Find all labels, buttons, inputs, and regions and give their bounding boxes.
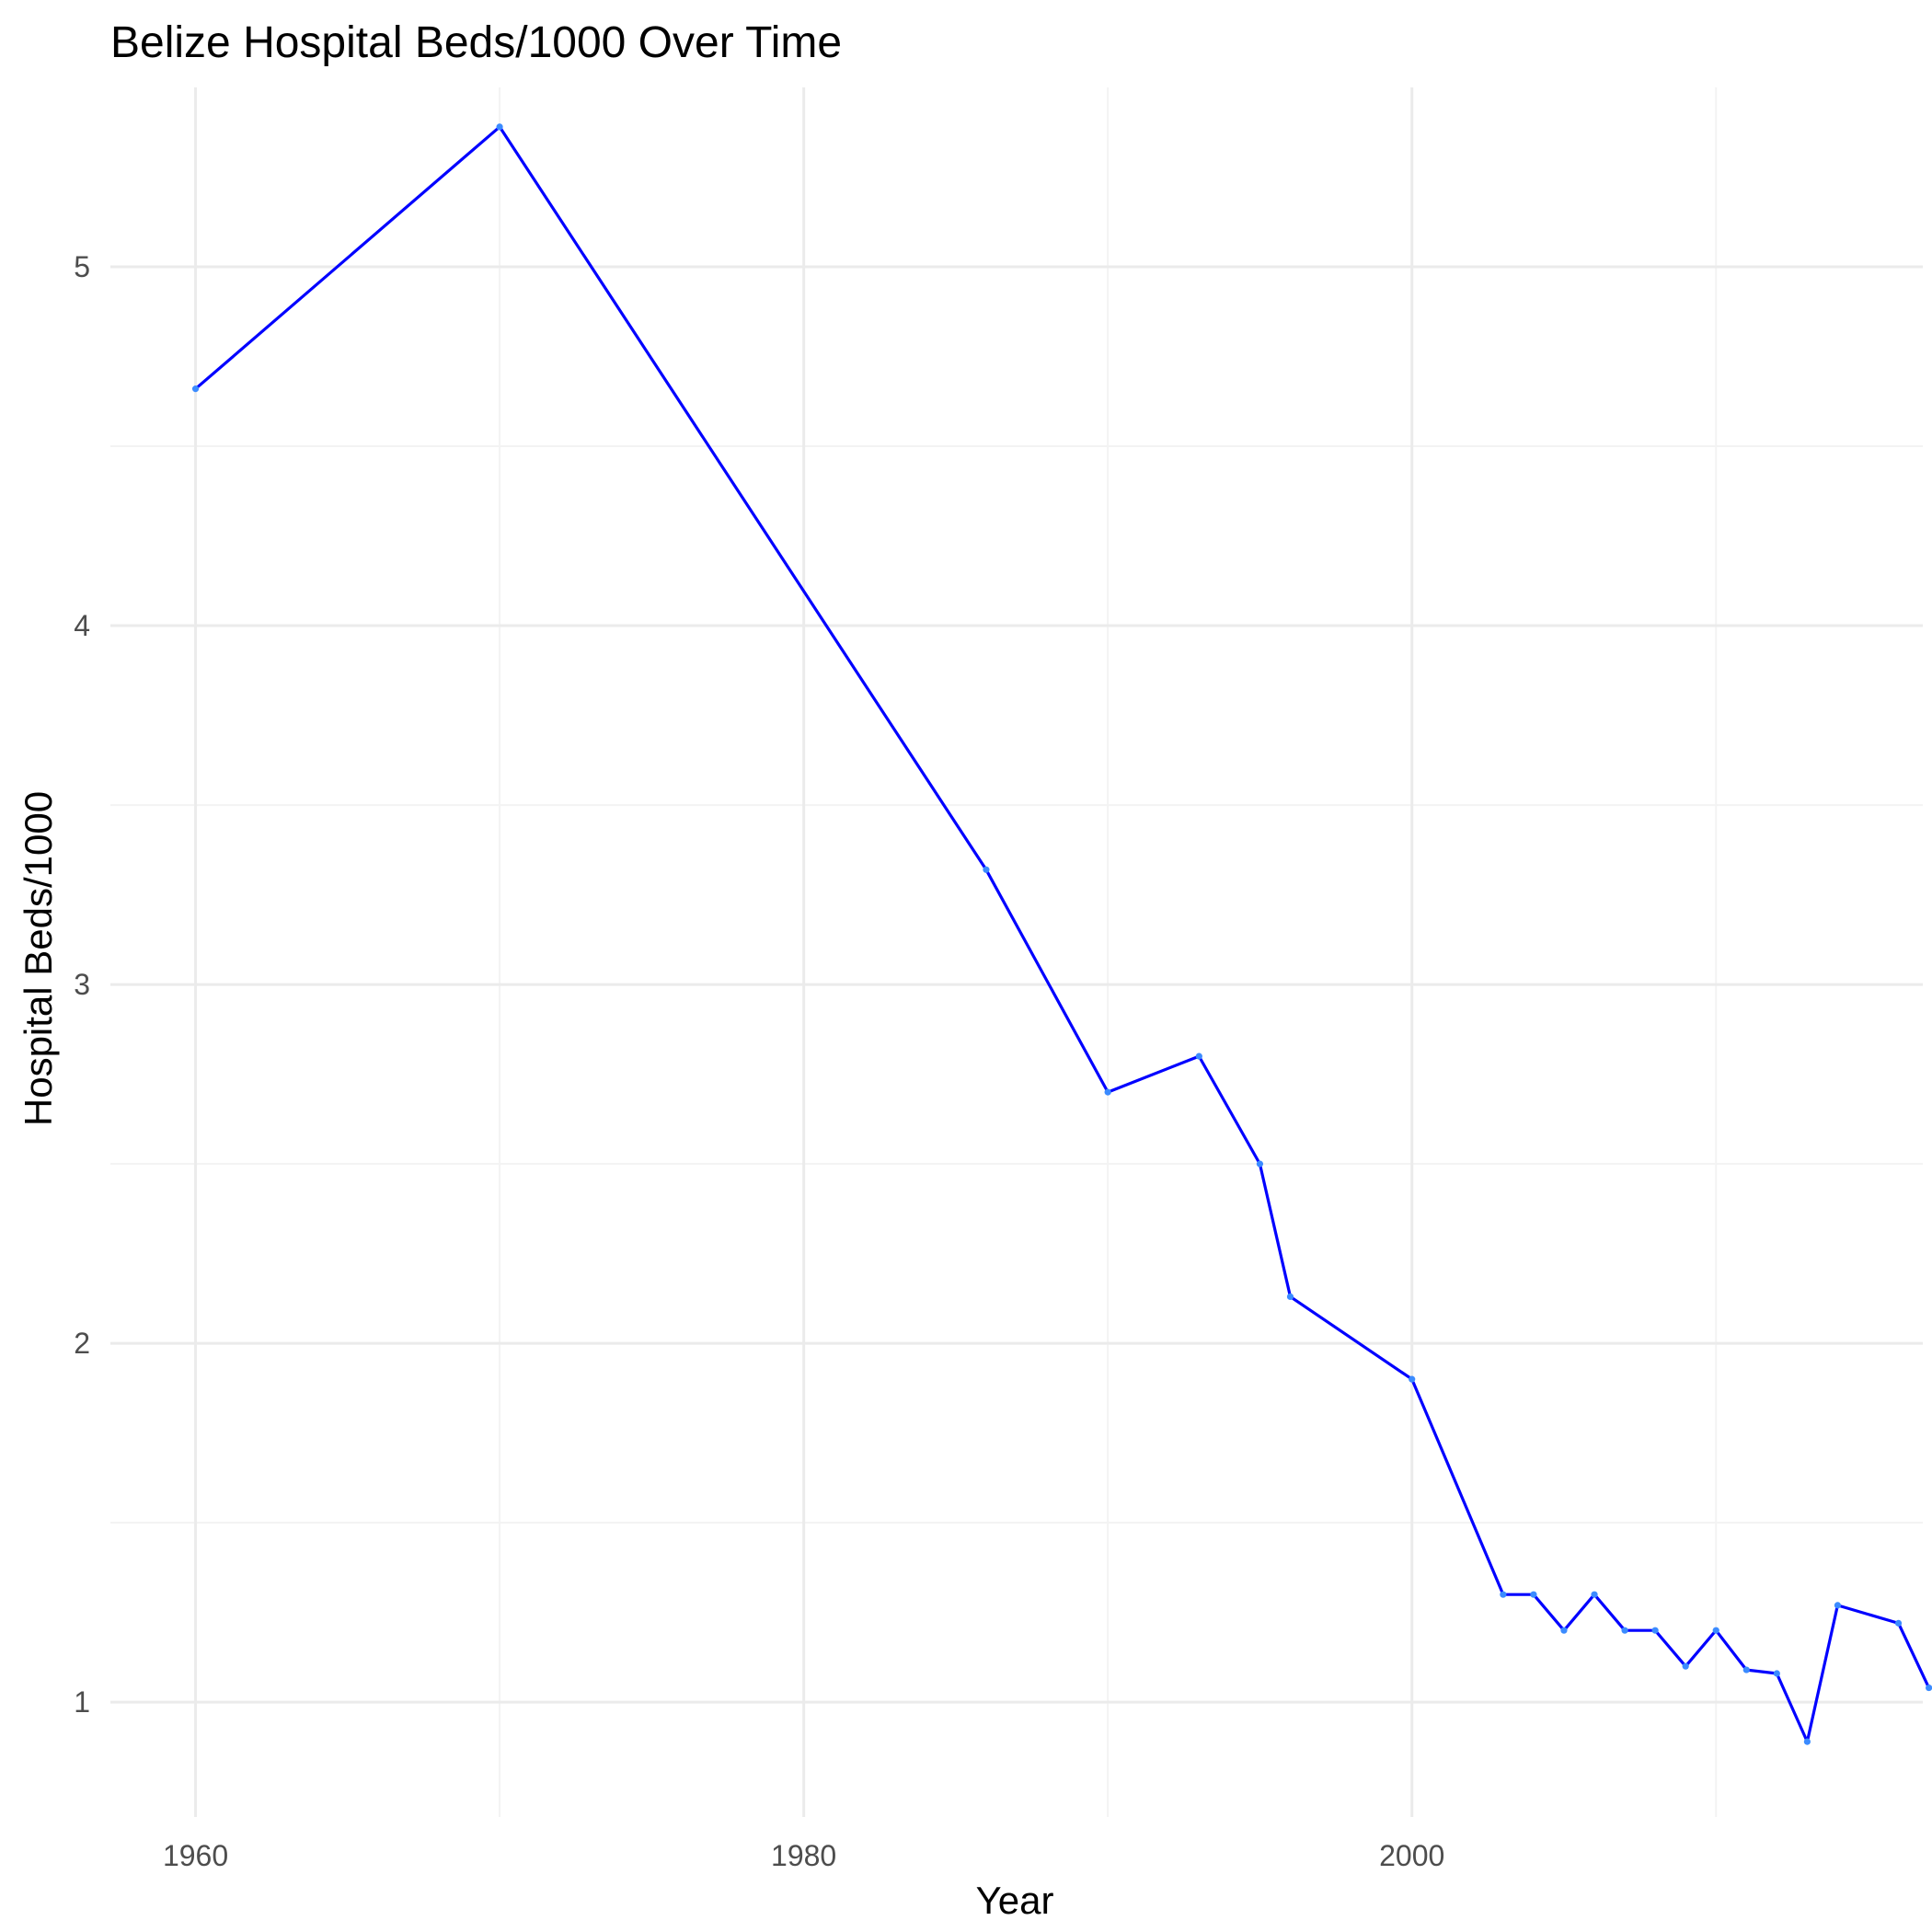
data-point [191, 385, 200, 393]
data-point [1286, 1293, 1294, 1301]
x-tick-label: 1980 [771, 1839, 836, 1872]
data-point [1834, 1602, 1842, 1609]
data-point [1803, 1738, 1811, 1745]
data-point [1530, 1591, 1537, 1598]
y-tick-label: 2 [74, 1327, 90, 1360]
data-point [1682, 1662, 1689, 1670]
data-point [1256, 1160, 1264, 1167]
data-point [1591, 1591, 1598, 1598]
y-tick-label: 1 [74, 1685, 90, 1719]
series-line-layer [194, 125, 1931, 1743]
data-point [1651, 1627, 1659, 1634]
series-line [194, 125, 1931, 1743]
y-axis-ticks: 1 2 3 4 5 [74, 250, 90, 1719]
data-point [983, 866, 990, 873]
data-point [1500, 1591, 1507, 1598]
grid [110, 87, 1923, 1817]
data-point [1409, 1375, 1416, 1383]
data-point [1926, 1684, 1932, 1692]
data-point [1894, 1619, 1903, 1627]
data-point [1773, 1670, 1780, 1677]
y-tick-label: 4 [74, 609, 90, 642]
x-tick-label: 1960 [163, 1839, 228, 1872]
data-point [1742, 1666, 1750, 1673]
y-tick-label: 3 [74, 968, 90, 1001]
data-point [496, 123, 503, 131]
data-point [1621, 1627, 1628, 1634]
data-point [1712, 1627, 1719, 1634]
y-axis-title: Hospital Beds/1000 [17, 791, 60, 1126]
x-axis-ticks: 1960 1980 2000 [163, 1839, 1444, 1872]
data-point [1195, 1052, 1202, 1060]
chart-title: Belize Hospital Beds/1000 Over Time [110, 18, 842, 67]
y-tick-label: 5 [74, 250, 90, 283]
data-points [191, 123, 1932, 1745]
x-axis-title: Year [976, 1879, 1054, 1922]
x-tick-label: 2000 [1379, 1839, 1444, 1872]
data-point [1104, 1088, 1111, 1096]
data-point [1560, 1627, 1568, 1634]
